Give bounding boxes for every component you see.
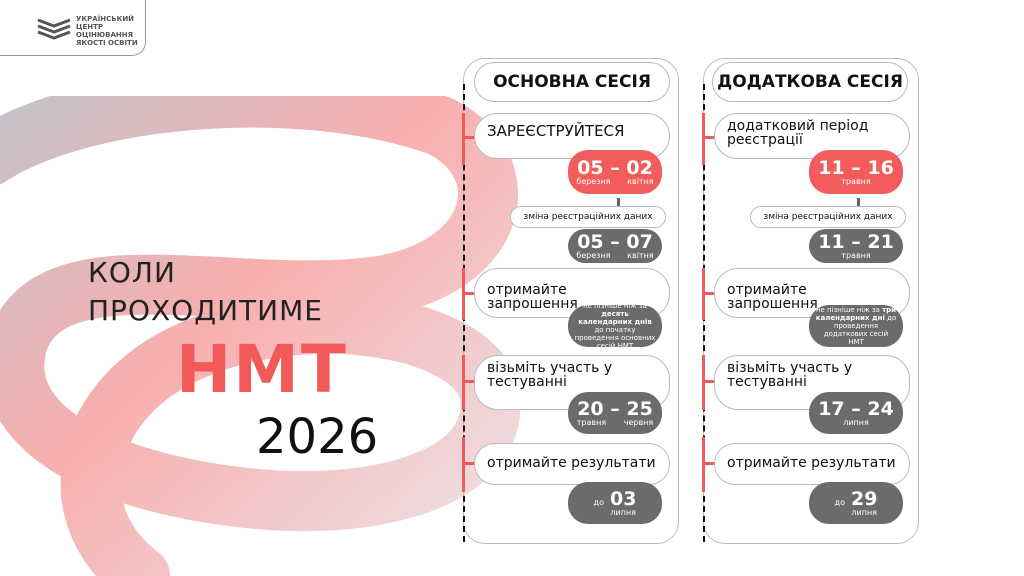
testing-date: 20 – 25 травня червня: [568, 392, 662, 434]
bracket-tick: [463, 380, 475, 383]
logo-text: УКРАЇНСЬКИЙ ЦЕНТР ОЦІНЮВАННЯ ЯКОСТІ ОСВІТИ: [76, 15, 146, 47]
extra-session-title: ДОДАТКОВА СЕСІЯ: [712, 62, 908, 102]
note-text: не пізніше ніж за: [583, 302, 647, 310]
note-bold: три календарних дні: [815, 306, 897, 322]
bracket-tick: [703, 380, 715, 383]
bracket: [462, 113, 465, 165]
month: квітня: [627, 250, 654, 260]
main-session-title: ОСНОВНА СЕСІЯ: [474, 62, 670, 102]
change-date: 11 – 21 травня: [809, 229, 903, 263]
connector: [857, 198, 860, 208]
bracket-tick: [703, 462, 715, 465]
date-value: 20 – 25: [577, 397, 653, 420]
month: липня: [843, 417, 869, 427]
results-date: до 03 липня: [568, 482, 662, 524]
note-text: до проведення додаткових сесій НМТ: [823, 314, 897, 346]
date-value: 05 – 02: [577, 156, 653, 179]
change-data-label: зміна реєстраційних даних: [510, 206, 666, 228]
extra-register-date: 11 – 16 травня: [809, 150, 903, 194]
note-text: не пізніше ніж за: [815, 306, 883, 314]
month: травня: [576, 417, 607, 427]
bracket-tick: [463, 136, 475, 139]
title-line2: ПРОХОДИТИМЕ: [88, 294, 323, 327]
ribbon-decoration: [0, 96, 520, 576]
month: липня: [851, 507, 877, 517]
title-line1: КОЛИ: [88, 256, 176, 289]
month: квітня: [627, 176, 654, 186]
invitation-note: не пізніше ніж за десять календарних дні…: [568, 302, 662, 350]
testing-date: 17 – 24 липня: [809, 392, 903, 434]
change-date: 05 – 07 березня квітня: [568, 229, 662, 263]
logo-line: ОЦІНЮВАННЯ: [76, 31, 133, 39]
note-text: до початку проведення основних сесій НМТ: [574, 326, 656, 350]
month: травня: [841, 176, 871, 186]
year: 2026: [256, 409, 379, 465]
date-value: 11 – 21: [818, 230, 894, 253]
logo-icon: [37, 18, 71, 40]
results-date: до 29 липня: [809, 482, 903, 524]
month: березня: [576, 250, 611, 260]
date-value: 11 – 16: [818, 156, 894, 179]
bracket-tick: [463, 292, 475, 295]
bracket-tick: [703, 136, 715, 139]
logo-frame: [0, 0, 146, 56]
month: червня: [623, 417, 654, 427]
step-results: отримайте результати: [474, 443, 670, 485]
register-date: 05 – 02 березня квітня: [568, 150, 662, 194]
invitation-note: не пізніше ніж за три календарних дні до…: [809, 305, 903, 347]
note-bold: десять календарних днів: [578, 310, 652, 326]
logo-line: ЦЕНТР: [76, 23, 104, 31]
date-value: 17 – 24: [818, 397, 894, 420]
date-value: 05 – 07: [577, 230, 653, 253]
bracket-tick: [463, 462, 475, 465]
logo-line: УКРАЇНСЬКИЙ: [76, 15, 135, 23]
connector: [617, 198, 620, 208]
logo-line: ЯКОСТІ ОСВІТИ: [76, 39, 138, 47]
step-results: отримайте результати: [714, 443, 910, 485]
month: травня: [841, 250, 871, 260]
month: березня: [576, 176, 611, 186]
date-value: 03: [609, 487, 637, 510]
date-prefix: до: [593, 498, 604, 507]
nmt-title: НМТ: [176, 331, 348, 408]
bracket: [702, 113, 705, 165]
date-prefix: до: [834, 498, 845, 507]
month: липня: [610, 507, 636, 517]
date-value: 29: [850, 487, 878, 510]
bracket-tick: [703, 292, 715, 295]
change-data-label: зміна реєстраційних даних: [750, 206, 906, 228]
